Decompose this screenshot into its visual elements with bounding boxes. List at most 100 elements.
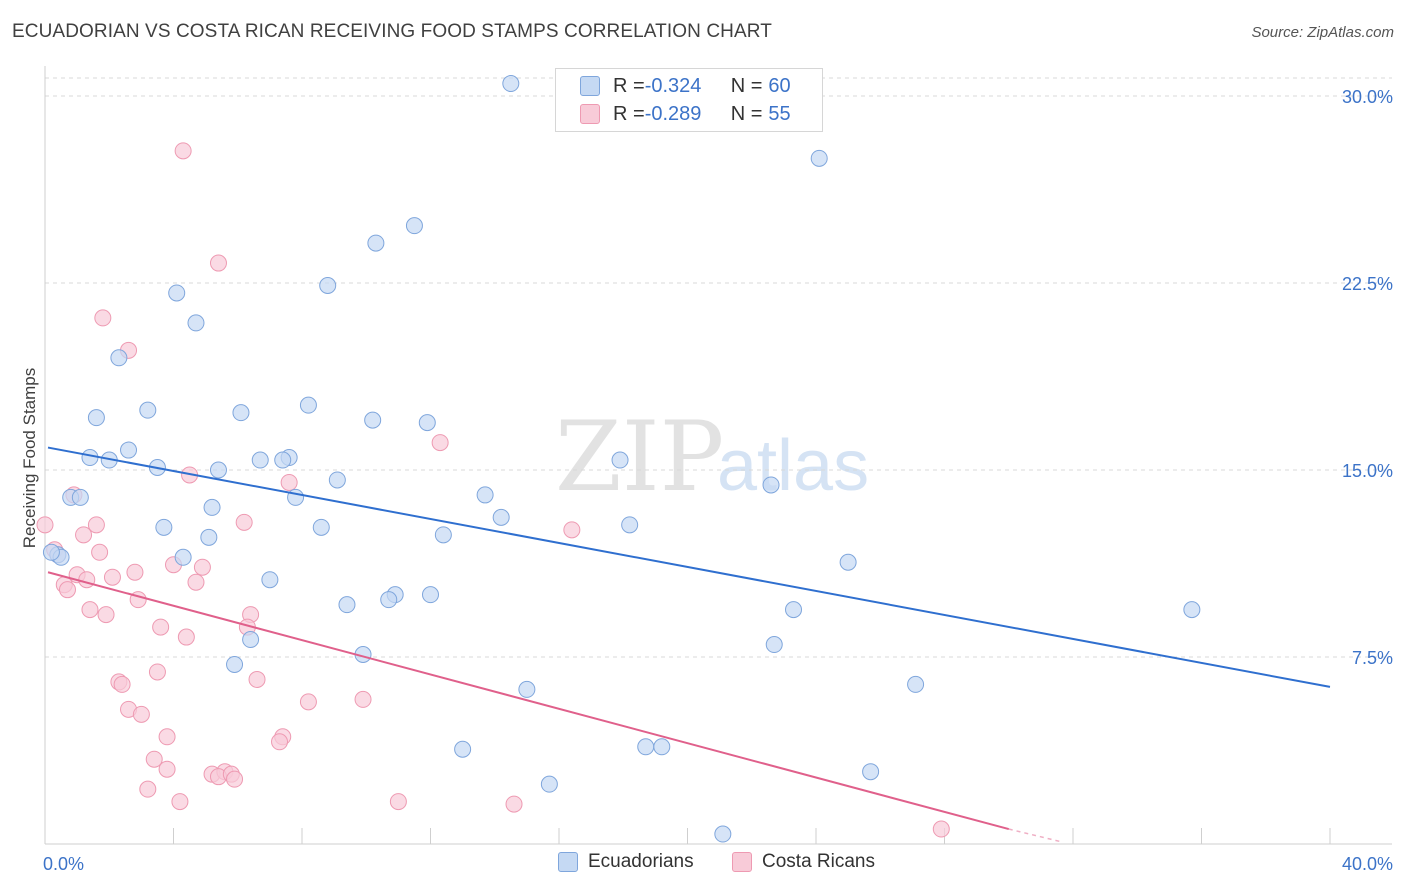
ecuadorian-point [71,488,89,506]
costa-rican-point [132,705,150,723]
bottom-legend-costa-ricans: Costa Ricans [732,851,875,873]
costa-rican-point [158,728,176,746]
costa-rican-point [299,693,317,711]
ecuadorian-point [338,596,356,614]
ecuadorian-point [540,775,558,793]
x-tick-label: 40.0% [1342,854,1393,874]
costa-rican-point [139,780,157,798]
legend-row-ecuadorians: R = -0.324 N = 60 [580,74,791,98]
ecuadorian-point [187,314,205,332]
costa-rican-point [280,473,298,491]
costa-rican-point [152,618,170,636]
x-tick-label: 0.0% [43,854,84,874]
ecuadorian-point [319,276,337,294]
tick-labels: 7.5% 15.0% 22.5% 30.0% 0.0% 40.0% [43,87,1393,874]
legend-swatch-pink [580,104,600,124]
trend-lines [47,446,1331,843]
ecuadorian-point [155,518,173,536]
ecuadorian-point [226,655,244,673]
ecuadorian-point [110,349,128,367]
ecuadorian-point [312,518,330,536]
costa-rican-point [103,568,121,586]
y-tick-label: 30.0% [1342,87,1393,107]
bottom-legend-ecuadorians: Ecuadorians [558,851,694,873]
ecuadorian-point [209,461,227,479]
legend-n-value: 60 [768,74,791,97]
ecuadorian-point [203,498,221,516]
correlation-legend: R = -0.324 N = 60 R = -0.289 N = 55 [555,68,823,132]
y-tick-label: 22.5% [1342,274,1393,294]
ecuadorian-point [328,471,346,489]
ecuadorian-point [242,631,260,649]
ecuadorian-point [1183,601,1201,619]
costa-rican-point [235,513,253,531]
costa-rican-point [389,793,407,811]
costa-rican-point [58,581,76,599]
ecuadorian-point [174,548,192,566]
ecuadorian-point [168,284,186,302]
ecuadorian-point [518,680,536,698]
ecuadorian-point [907,675,925,693]
legend-row-costa-ricans: R = -0.289 N = 55 [580,102,791,126]
legend-r-value: -0.324 [644,74,702,97]
bottom-legend-label: Ecuadorians [588,851,694,872]
ecuadorian-point [492,508,510,526]
ecuadorian-trend-line [47,446,1331,688]
legend-n-label: N = [730,74,763,97]
costa-rican-point [158,760,176,778]
costa-rican-point [94,309,112,327]
grid-lines [45,77,1392,658]
ecuadorian-point [367,234,385,252]
costa-rican-point [187,573,205,591]
ecuadorian-point [251,451,269,469]
y-tick-label: 7.5% [1352,648,1393,668]
legend-r-value: -0.289 [644,102,702,125]
ecuadorian-point [454,740,472,758]
costa-rican-point [145,750,163,768]
ecuadorian-point [261,571,279,589]
costa-rican-point [148,663,166,681]
costa-rican-point [91,543,109,561]
y-axis-label: Receiving Food Stamps [20,368,39,548]
costa-rican-trend-extension [1008,828,1061,843]
costa-rican-point [354,690,372,708]
ecuadorian-point [380,591,398,609]
ecuadorian-point [502,75,520,93]
costa-rican-point [563,521,581,539]
ecuadorian-point [200,528,218,546]
ecuadorian-point [714,825,732,843]
costa-rican-point [81,601,99,619]
costa-rican-point [97,606,115,624]
costa-rican-point [171,793,189,811]
ecuadorian-point [418,414,436,432]
costa-rican-point [87,516,105,534]
bottom-legend-swatch-pink [732,852,752,872]
costa-rican-point [126,563,144,581]
ecuadorian-point [434,526,452,544]
ecuadorian-points [42,75,1201,843]
ecuadorian-point [621,516,639,534]
legend-r-label: R = [613,102,645,125]
watermark: ZIP atlas [555,401,869,513]
costa-rican-point [75,526,93,544]
ecuadorian-point [785,601,803,619]
costa-rican-point [174,142,192,160]
ecuadorian-point [765,636,783,654]
ecuadorian-point [476,486,494,504]
costa-rican-point [505,795,523,813]
chart-title: ECUADORIAN VS COSTA RICAN RECEIVING FOOD… [12,21,772,42]
costa-rican-point [226,770,244,788]
ecuadorian-point [42,543,60,561]
costa-rican-point [113,675,131,693]
costa-rican-point [177,628,195,646]
costa-rican-point [78,571,96,589]
ecuadorian-point [422,586,439,604]
costa-rican-point [36,516,54,534]
costa-rican-point [209,254,227,272]
bottom-legend-swatch-blue [558,852,578,872]
ecuadorian-point [120,441,138,459]
ecuadorian-point [762,476,780,494]
ecuadorian-point [839,553,857,571]
ecuadorian-point [810,149,828,167]
